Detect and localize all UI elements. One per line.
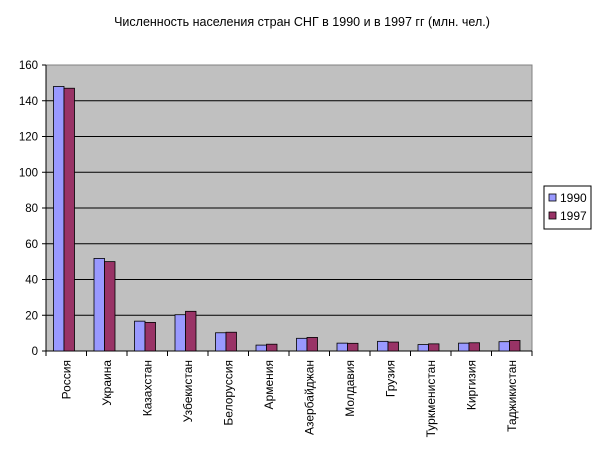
y-axis: 0 20 40 60 80 100 120 140 160: [19, 60, 46, 358]
y-tick-label: 0: [32, 346, 38, 358]
bar-1997-3: [186, 311, 197, 351]
bar-1997-8: [388, 342, 399, 351]
bar-1997-11: [510, 340, 521, 351]
bar-1997-5: [267, 344, 278, 351]
bar-1997-2: [145, 322, 156, 351]
bar-1997-4: [226, 332, 237, 351]
x-category-label: Грузия: [383, 360, 397, 397]
bar-1990-2: [135, 321, 146, 351]
bar-1990-11: [499, 342, 510, 351]
bar-1990-10: [459, 343, 470, 351]
bar-1990-6: [297, 338, 308, 351]
bar-1997-7: [348, 343, 359, 351]
bar-1997-10: [469, 343, 480, 351]
x-category-label: Белоруссия: [221, 360, 235, 426]
y-tick-label: 120: [19, 132, 38, 144]
legend-swatch: [549, 194, 556, 201]
bar-1990-1: [94, 258, 105, 351]
bar-1990-7: [337, 343, 348, 351]
legend-swatch: [549, 212, 556, 219]
bar-1990-0: [54, 86, 65, 351]
bar-1997-6: [307, 337, 318, 351]
y-tick-label: 140: [19, 96, 38, 108]
y-tick-label: 40: [25, 275, 38, 287]
bar-1990-5: [256, 345, 267, 351]
bar-1990-3: [175, 315, 186, 351]
x-category-label: Казахстан: [140, 360, 154, 416]
bar-1997-9: [429, 344, 440, 351]
y-tick-label: 60: [25, 239, 38, 251]
chart-title: Численность населения стран СНГ в 1990 и…: [114, 15, 490, 29]
x-category-label: Туркменистан: [424, 360, 438, 437]
legend-label: 1997: [560, 209, 587, 223]
x-category-label: Россия: [59, 360, 73, 399]
bar-1997-0: [64, 88, 75, 351]
bar-1990-8: [378, 341, 389, 351]
x-category-label: Таджикистан: [505, 360, 519, 432]
legend-label: 1990: [560, 191, 587, 205]
y-tick-label: 80: [25, 203, 38, 215]
x-category-label: Армения: [262, 360, 276, 409]
x-category-label: Узбекистан: [181, 360, 195, 422]
x-category-label: Азербайджан: [302, 360, 316, 435]
bar-1990-4: [216, 333, 227, 351]
bar-1997-1: [105, 262, 116, 351]
bar-1990-9: [418, 345, 429, 351]
x-category-label: Киргизия: [464, 360, 478, 410]
y-tick-label: 20: [25, 310, 38, 322]
legend: 1990 1997: [544, 186, 591, 229]
x-axis: Россия Украина Казахстан Узбекистан Белорусс…: [46, 351, 532, 437]
x-category-label: Молдавия: [343, 360, 357, 417]
y-tick-label: 160: [19, 60, 38, 72]
x-category-label: Украина: [100, 360, 114, 406]
y-tick-label: 100: [19, 167, 38, 179]
